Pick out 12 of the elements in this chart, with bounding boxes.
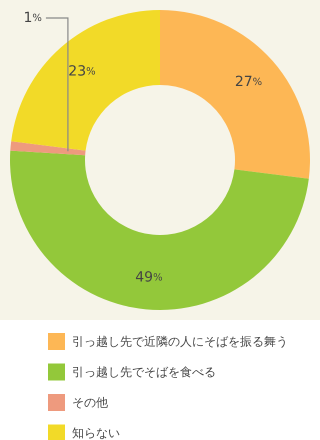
data-label: 23% bbox=[68, 63, 96, 80]
donut-slice bbox=[10, 150, 309, 310]
donut-slice bbox=[10, 141, 86, 156]
data-label: 27% bbox=[234, 74, 262, 90]
data-label: 1% bbox=[23, 10, 42, 26]
legend-label: その他 bbox=[72, 395, 108, 410]
legend-label: 知らない bbox=[72, 426, 120, 440]
data-label: 49% bbox=[135, 269, 163, 286]
donut-slice bbox=[11, 10, 160, 151]
legend-label: 引っ越し先で近隣の人にそばを振る舞う bbox=[72, 334, 288, 348]
legend-label: 引っ越し先でそばを食べる bbox=[72, 364, 216, 379]
donut-slice bbox=[160, 10, 310, 179]
